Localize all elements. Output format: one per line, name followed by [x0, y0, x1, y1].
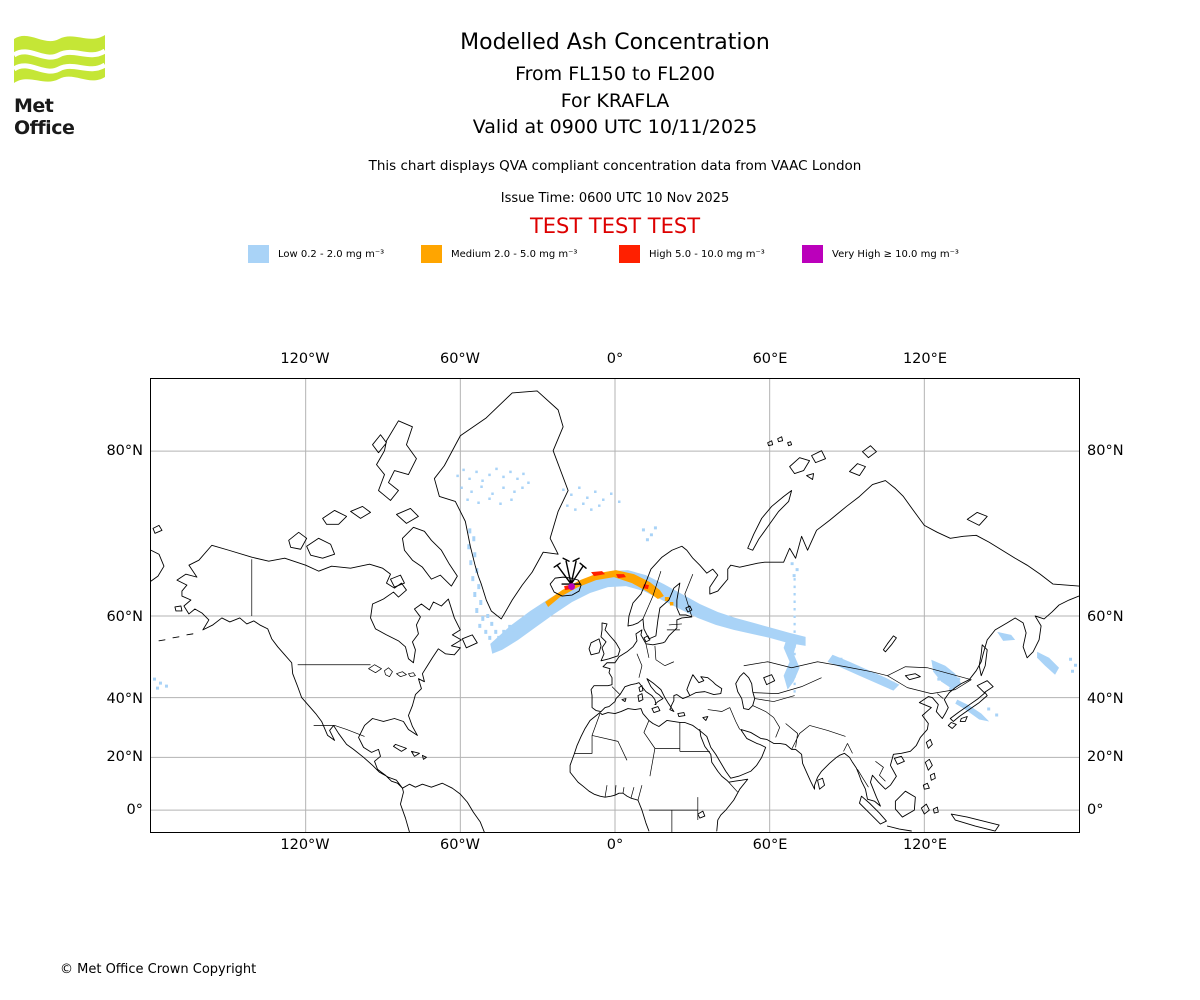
subtitle-flight-levels: From FL150 to FL200 — [515, 63, 715, 85]
legend-swatch-medium — [421, 245, 442, 263]
ash-contour-medium — [545, 570, 674, 607]
subtitle-valid-time: Valid at 0900 UTC 10/11/2025 — [472, 116, 758, 138]
legend-swatch-high — [619, 245, 640, 263]
legend-item-very-high: Very High ≥ 10.0 mg m⁻³ — [802, 244, 959, 264]
lon-tick-top-60e: 60°E — [752, 351, 788, 367]
coastlines — [151, 390, 1079, 832]
lon-tick-top-0: 0° — [606, 351, 624, 367]
copyright-notice: © Met Office Crown Copyright — [60, 962, 257, 977]
legend-item-low: Low 0.2 - 2.0 mg m⁻³ — [248, 244, 384, 264]
legend-label-very-high: Very High ≥ 10.0 mg m⁻³ — [832, 248, 959, 260]
page-title: Modelled Ash Concentration — [460, 30, 770, 55]
lat-tick-left-0: 0° — [126, 802, 143, 818]
lat-tick-right-40n: 40°N — [1087, 691, 1124, 707]
lat-tick-right-60n: 60°N — [1087, 609, 1124, 625]
volcano-eruption-icon — [553, 557, 587, 585]
qva-note: This chart displays QVA compliant concen… — [368, 158, 862, 174]
legend-label-medium: Medium 2.0 - 5.0 mg m⁻³ — [451, 248, 578, 260]
legend-item-medium: Medium 2.0 - 5.0 mg m⁻³ — [421, 244, 577, 264]
lat-tick-left-20n: 20°N — [106, 749, 143, 765]
graticule — [151, 379, 1079, 832]
lon-tick-bottom-0: 0° — [606, 837, 624, 853]
lat-tick-left-80n: 80°N — [106, 443, 143, 459]
test-banner: TEST TEST TEST — [529, 214, 701, 238]
met-office-logo: Met Office — [12, 26, 114, 139]
lon-tick-bottom-120e: 120°E — [902, 837, 948, 853]
lon-tick-bottom-60e: 60°E — [752, 837, 788, 853]
volcano-vent-marker — [568, 583, 575, 590]
world-map-canvas — [151, 379, 1079, 832]
lon-tick-bottom-60w: 60°W — [439, 837, 481, 853]
lat-tick-right-20n: 20°N — [1087, 749, 1124, 765]
world-map — [150, 378, 1080, 833]
met-office-wave-mark — [12, 35, 107, 83]
subtitle-volcano: For KRAFLA — [560, 90, 670, 112]
met-office-brand-text: Met Office — [14, 95, 75, 139]
issue-time: Issue Time: 0600 UTC 10 Nov 2025 — [500, 191, 730, 206]
country-borders — [251, 559, 972, 832]
legend-item-high: High 5.0 - 10.0 mg m⁻³ — [619, 244, 765, 264]
lon-tick-top-120w: 120°W — [280, 351, 330, 367]
lat-tick-right-0: 0° — [1087, 802, 1104, 818]
lat-tick-left-60n: 60°N — [106, 609, 143, 625]
lon-tick-bottom-120w: 120°W — [280, 837, 330, 853]
legend-label-high: High 5.0 - 10.0 mg m⁻³ — [649, 248, 765, 260]
legend-swatch-very-high — [802, 245, 823, 263]
legend-swatch-low — [248, 245, 269, 263]
lon-tick-top-120e: 120°E — [902, 351, 948, 367]
legend-label-low: Low 0.2 - 2.0 mg m⁻³ — [278, 248, 385, 260]
lon-tick-top-60w: 60°W — [439, 351, 481, 367]
lat-tick-right-80n: 80°N — [1087, 443, 1124, 459]
lat-tick-left-40n: 40°N — [106, 691, 143, 707]
